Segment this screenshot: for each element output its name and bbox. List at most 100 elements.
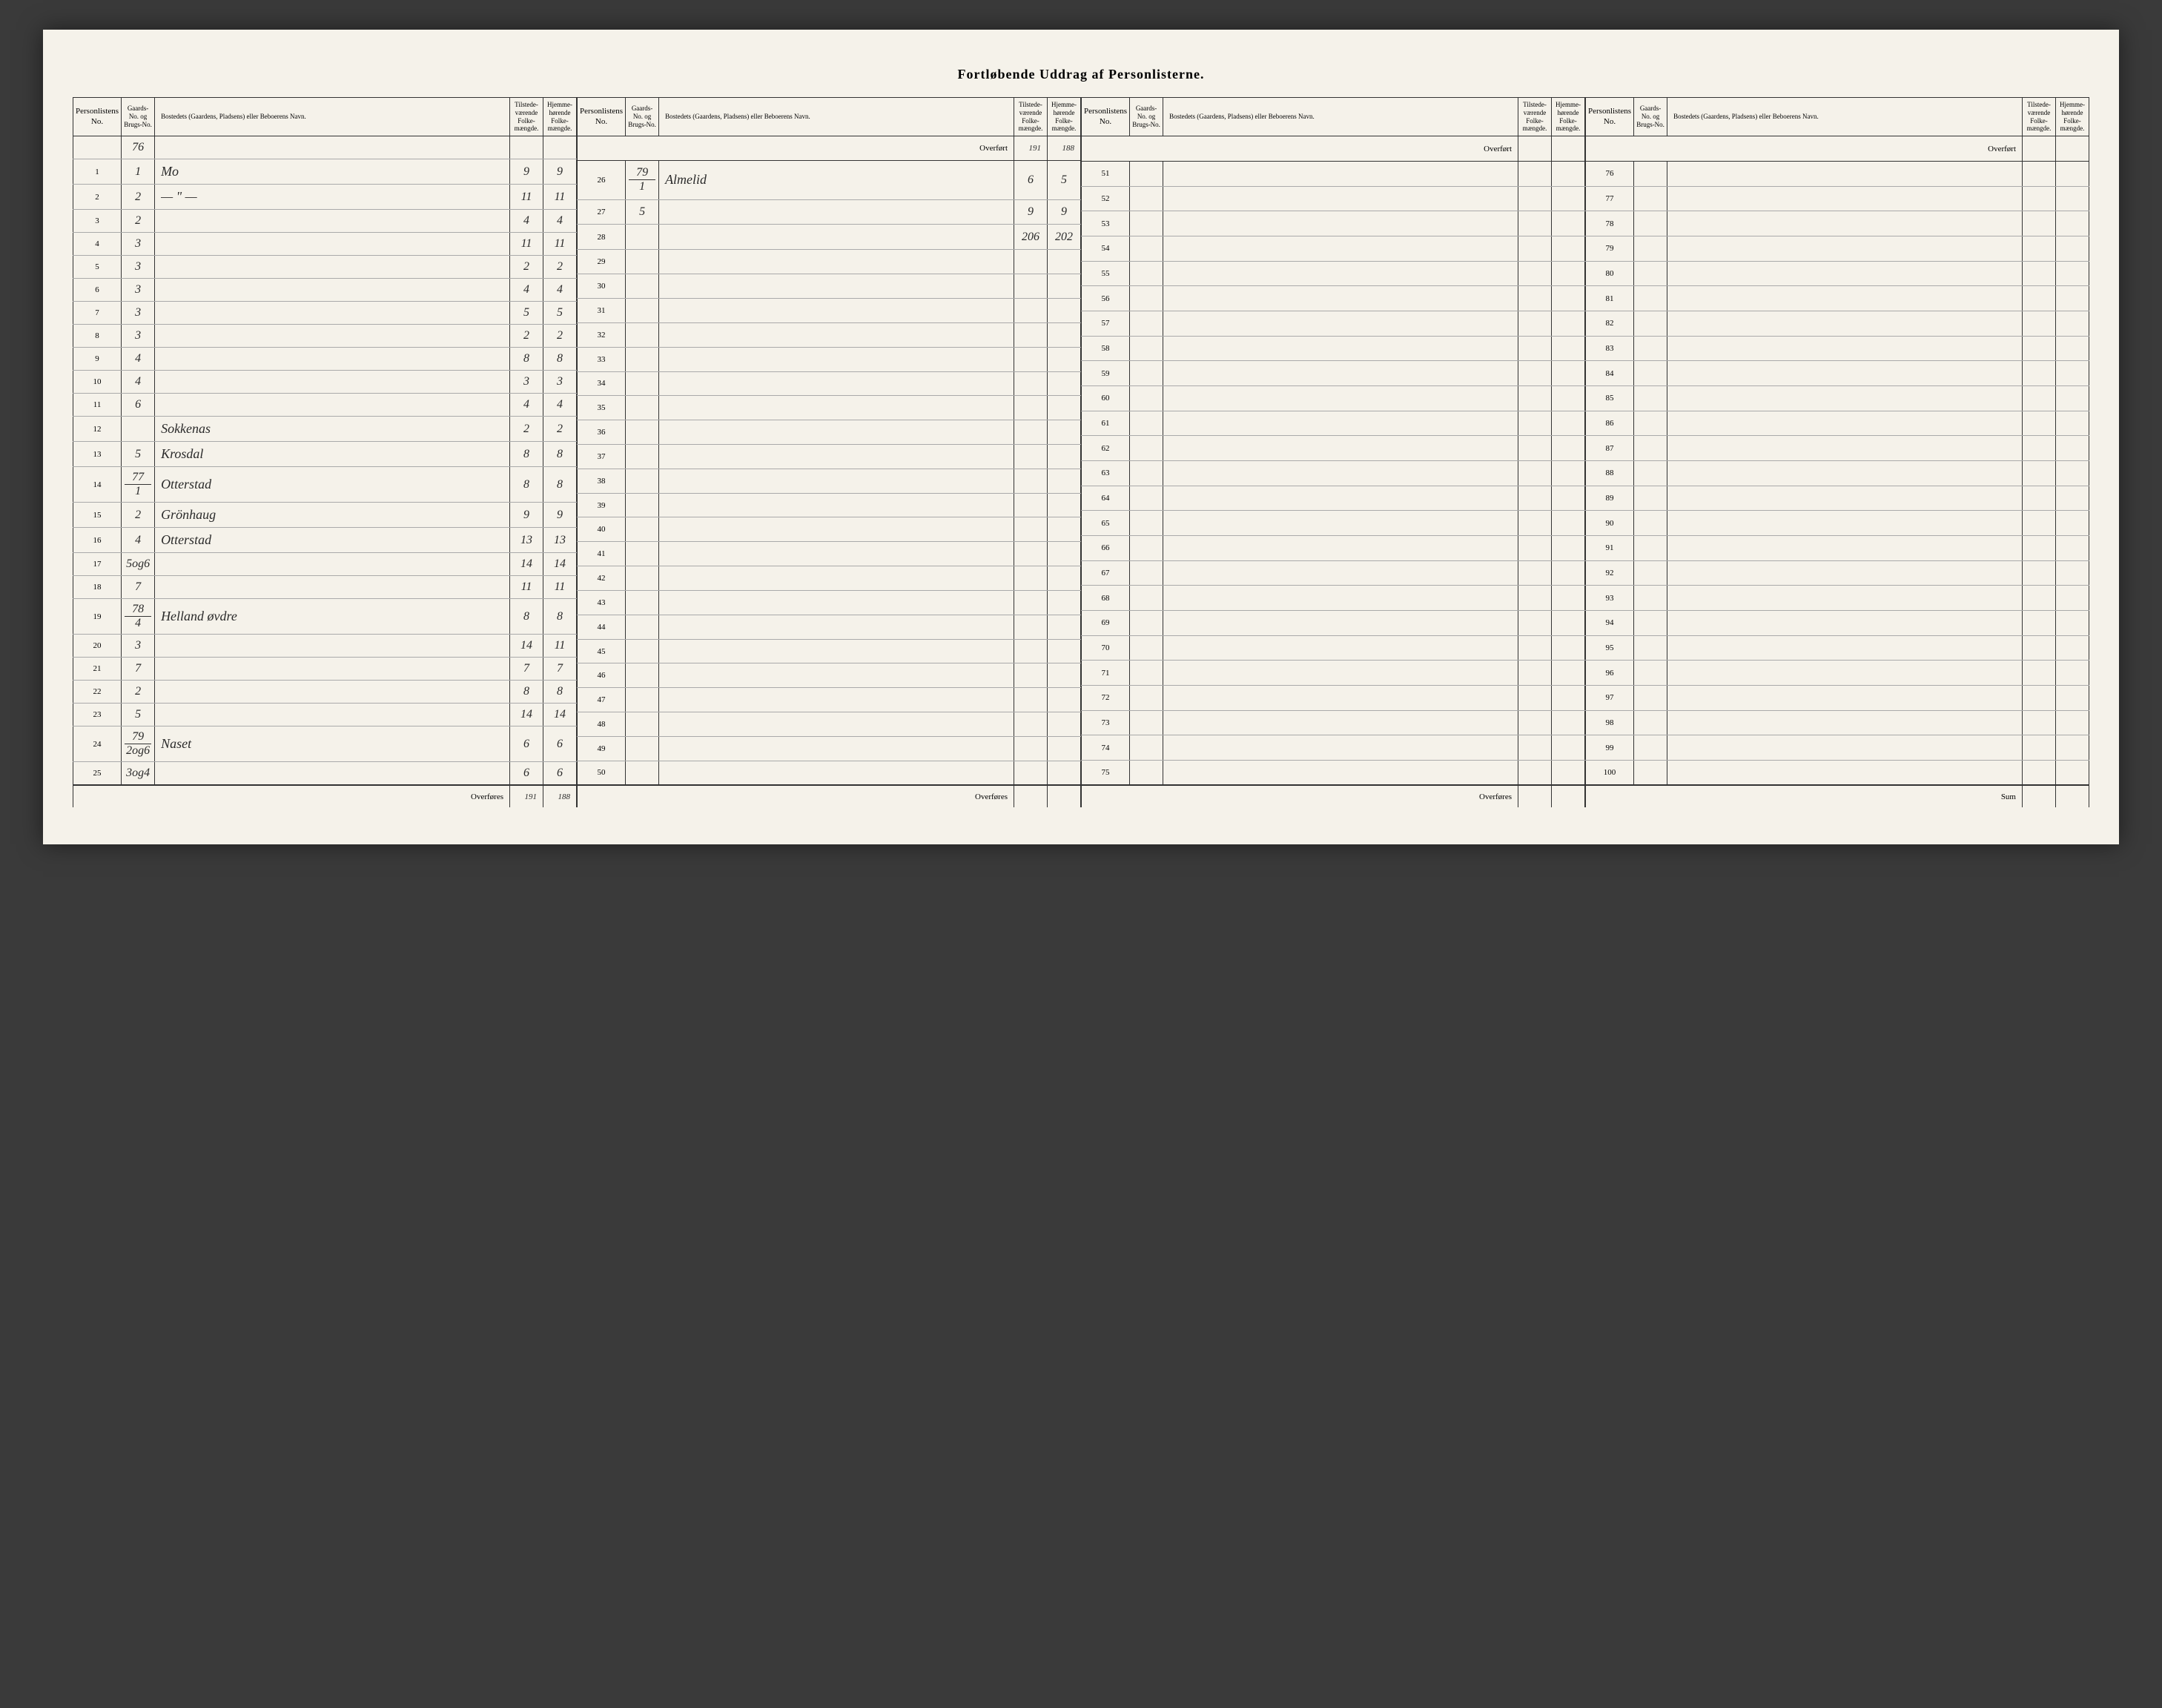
hjemme-count	[1048, 493, 1081, 517]
row-number: 52	[1082, 186, 1130, 211]
table-row: 56	[1082, 286, 1585, 311]
gaard-number: 4	[122, 528, 155, 553]
tilstede-count	[1014, 688, 1048, 712]
place-name	[659, 712, 1014, 737]
tilstede-count: 2	[510, 417, 543, 442]
row-number: 24	[73, 726, 122, 762]
hjemme-count: 7	[543, 658, 577, 681]
place-name	[659, 225, 1014, 250]
place-name	[659, 274, 1014, 299]
row-number: 66	[1082, 535, 1130, 560]
table-row: 11Mo99	[73, 159, 577, 185]
row-number: 40	[578, 517, 626, 542]
hjemme-count	[1048, 299, 1081, 323]
row-number: 100	[1586, 760, 1634, 785]
table-row: 22288	[73, 681, 577, 704]
table-row: 81	[1586, 286, 2089, 311]
row-number: 94	[1586, 610, 1634, 635]
tilstede-count: 6	[510, 762, 543, 786]
block4-body: Overført 7677787980818283848586878889909…	[1586, 136, 2089, 786]
hjemme-count	[1048, 347, 1081, 371]
block3-body: Overført 5152535455565758596061626364656…	[1082, 136, 1585, 786]
header-gaard: Gaards-No. og Brugs-No.	[122, 98, 155, 136]
place-name: Grönhaug	[155, 503, 510, 528]
gaard-number: 3	[122, 635, 155, 658]
overfort-row: Overført 191 188	[578, 136, 1081, 161]
overfort-row: Overført	[1082, 136, 1585, 162]
row-number: 36	[578, 420, 626, 445]
table-row: 62	[1082, 436, 1585, 461]
header-tilstede: Tilstede-værende Folke-mængde.	[1518, 98, 1552, 136]
table-row: 30	[578, 274, 1081, 299]
row-number: 35	[578, 396, 626, 420]
place-name	[659, 761, 1014, 785]
row-number: 75	[1082, 760, 1130, 785]
row-number: 72	[1082, 685, 1130, 710]
hjemme-count: 2	[543, 417, 577, 442]
gaard-number: 3	[122, 279, 155, 302]
gaard-number	[626, 639, 659, 663]
hjemme-count: 2	[543, 256, 577, 279]
hjemme-count: 4	[543, 279, 577, 302]
row-number: 70	[1082, 635, 1130, 661]
tilstede-count: 8	[510, 681, 543, 704]
table-row: 100	[1586, 760, 2089, 785]
block1-body: 76 11Mo9922— " —111132444311115322634473…	[73, 136, 577, 786]
hjemme-count: 9	[543, 159, 577, 185]
place-name	[659, 590, 1014, 615]
gaard-number: 4	[122, 348, 155, 371]
row-number: 88	[1586, 460, 1634, 486]
gaard-number: 6	[122, 394, 155, 417]
tilstede-count	[1014, 639, 1048, 663]
hjemme-count	[1048, 322, 1081, 347]
hjemme-count	[1048, 712, 1081, 737]
header-hjemme: Hjemme-hørende Folke-mængde.	[1048, 98, 1081, 136]
hjemme-count: 14	[543, 553, 577, 576]
gaard-number: 792og6	[122, 726, 155, 762]
gaard-number: 3	[122, 325, 155, 348]
place-name	[155, 348, 510, 371]
table-row: 43	[578, 590, 1081, 615]
tilstede-count: 14	[510, 635, 543, 658]
table-row: 33	[578, 347, 1081, 371]
table-row: 53	[1082, 211, 1585, 236]
table-row: 42	[578, 566, 1081, 591]
tilstede-count	[1014, 712, 1048, 737]
tilstede-count	[1014, 761, 1048, 785]
place-name: Almelid	[659, 161, 1014, 200]
tilstede-count: 3	[510, 371, 543, 394]
table-row: 55	[1082, 261, 1585, 286]
tilstede-count	[1014, 517, 1048, 542]
gaard-number	[626, 396, 659, 420]
tilstede-count	[1014, 396, 1048, 420]
table-row: 3244	[73, 210, 577, 233]
tilstede-count: 4	[510, 279, 543, 302]
row-number: 27	[578, 199, 626, 225]
gaard-number	[626, 517, 659, 542]
place-name	[659, 199, 1014, 225]
tilstede-count: 6	[510, 726, 543, 762]
header-hjemme: Hjemme-hørende Folke-mængde.	[543, 98, 577, 136]
row-number: 80	[1586, 261, 1634, 286]
row-number: 97	[1586, 685, 1634, 710]
gaard-number: 3	[122, 233, 155, 256]
table-row: 21777	[73, 658, 577, 681]
hjemme-count	[1048, 663, 1081, 688]
hjemme-count	[1048, 517, 1081, 542]
tilstede-count	[1014, 590, 1048, 615]
gaard-number	[626, 371, 659, 396]
row-number: 12	[73, 417, 122, 442]
place-name	[659, 396, 1014, 420]
row-number: 67	[1082, 560, 1130, 586]
row-number: 43	[578, 590, 626, 615]
row-number: 2	[73, 185, 122, 210]
tilstede-count: 8	[510, 599, 543, 635]
table-row: 36	[578, 420, 1081, 445]
table-row: 85	[1586, 385, 2089, 411]
place-name: Sokkenas	[155, 417, 510, 442]
table-row: 19784Helland øvdre88	[73, 599, 577, 635]
table-row: 2031411	[73, 635, 577, 658]
row-number: 91	[1586, 535, 1634, 560]
table-row: 26791Almelid65	[578, 161, 1081, 200]
header-tilstede: Tilstede-værende Folke-mængde.	[510, 98, 543, 136]
